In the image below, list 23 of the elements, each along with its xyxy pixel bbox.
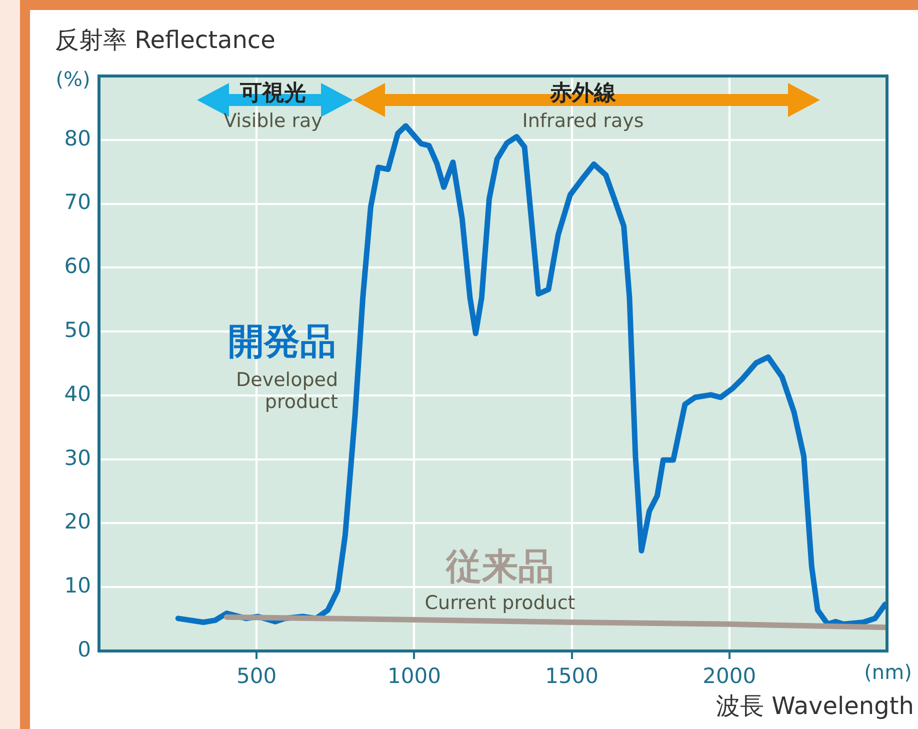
x-tick-label: 500	[236, 664, 277, 688]
y-tick-label: 80	[64, 126, 91, 150]
text: (%)	[56, 67, 90, 91]
text: (nm)	[864, 660, 912, 684]
x-axis-title: 波長 Wavelength	[716, 691, 914, 722]
annotation: Current product	[424, 592, 576, 614]
y-tick-label: 60	[64, 254, 91, 278]
annotation: Developed product	[235, 369, 338, 414]
x-tick-label: 2000	[702, 664, 756, 688]
y-tick-label: 20	[64, 510, 91, 534]
y-tick-label: 70	[64, 190, 91, 214]
y-tick-label: 50	[64, 318, 91, 342]
y-tick-label: 40	[64, 382, 91, 406]
y-tick-label: 0	[78, 637, 91, 662]
series-label: 開発品	[228, 320, 336, 364]
y-axis-title: 反射率 Reflectance	[55, 25, 276, 56]
x-tick-label: 1000	[387, 664, 441, 688]
series-label: 従来品	[446, 546, 554, 590]
annotation: Infrared rays	[522, 110, 644, 132]
y-tick-label: 30	[64, 446, 91, 470]
annotation: Visible ray	[224, 110, 322, 132]
y-tick-label: 10	[64, 574, 91, 598]
x-tick-label: 1500	[545, 664, 599, 688]
